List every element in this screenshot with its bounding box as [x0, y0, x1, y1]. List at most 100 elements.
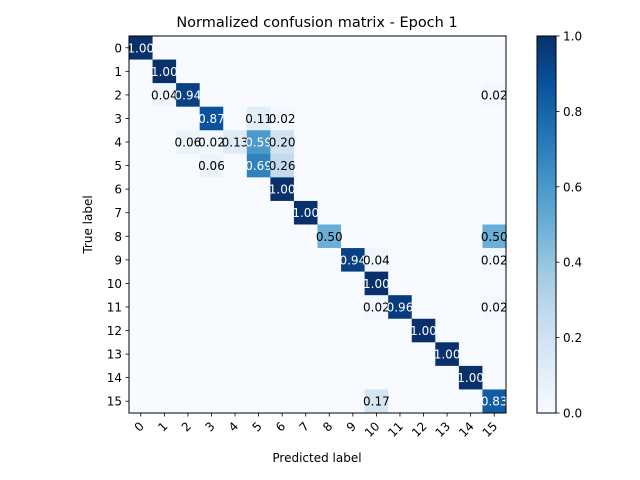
- heatmap-cell: [176, 83, 200, 107]
- heatmap-cell: [176, 177, 200, 202]
- heatmap-cell: [411, 365, 436, 390]
- heatmap-cell: [199, 295, 224, 320]
- heatmap-cell: [458, 153, 483, 178]
- heatmap-cell: [435, 130, 460, 155]
- heatmap-cell: [388, 59, 413, 84]
- heatmap-cell: [129, 36, 153, 60]
- heatmap-cell: [152, 271, 177, 296]
- heatmap-cell: [223, 295, 248, 320]
- cell-value-label: 0.26: [269, 159, 296, 173]
- heatmap-cell: [246, 224, 271, 249]
- heatmap-cell: [293, 83, 318, 107]
- heatmap-cell: [246, 342, 271, 367]
- heatmap-cell: [293, 365, 318, 390]
- y-tick-label: 7: [114, 206, 122, 220]
- heatmap-cell: [364, 224, 389, 249]
- cell-value-label: 0.02: [481, 88, 508, 102]
- heatmap-cell: [388, 365, 413, 390]
- heatmap-cell: [364, 153, 389, 178]
- heatmap-cell: [435, 342, 460, 367]
- heatmap-cell: [317, 342, 342, 367]
- cell-value-label: 0.50: [316, 230, 343, 244]
- heatmap-cell: [411, 83, 436, 107]
- heatmap-cell: [246, 36, 271, 60]
- heatmap-cell: [176, 365, 200, 390]
- heatmap-cell: [152, 106, 177, 131]
- heatmap-cell: [411, 106, 436, 131]
- heatmap-cell: [458, 36, 483, 60]
- cell-value-label: 1.00: [292, 206, 319, 220]
- cell-value-label: 0.17: [363, 395, 390, 409]
- heatmap-cell: [435, 248, 460, 272]
- heatmap-cell: [388, 177, 413, 202]
- cell-value-label: 0.87: [198, 112, 225, 126]
- heatmap-cell: [364, 83, 389, 107]
- heatmap-cell: [270, 389, 295, 414]
- heatmap-cell: [482, 59, 507, 84]
- heatmap-cell: [435, 365, 460, 390]
- heatmap-cell: [152, 153, 177, 178]
- heatmap-cell: [270, 130, 295, 155]
- heatmap-cell: [482, 153, 507, 178]
- x-tick-label: 10: [362, 419, 383, 440]
- cell-value-label: 0.20: [269, 136, 296, 150]
- heatmap-cell: [317, 130, 342, 155]
- heatmap-cell: [341, 224, 365, 249]
- heatmap-cell: [388, 200, 413, 225]
- heatmap-cell: [364, 130, 389, 155]
- heatmap-cell: [482, 106, 507, 131]
- heatmap-cell: [435, 106, 460, 131]
- heatmap-cell: [293, 59, 318, 84]
- heatmap-cell: [458, 295, 483, 320]
- heatmap-cell: [246, 130, 271, 155]
- heatmap-cell: [435, 389, 460, 414]
- heatmap-cell: [176, 318, 200, 343]
- heatmap-cell: [152, 130, 177, 155]
- cell-value-label: 0.96: [387, 300, 414, 314]
- heatmap-cell: [364, 106, 389, 131]
- x-tick-label: 4: [226, 419, 241, 434]
- x-tick-label: 14: [456, 419, 477, 440]
- heatmap-cell: [458, 318, 483, 343]
- heatmap-cell: [176, 342, 200, 367]
- heatmap-cell: [246, 177, 271, 202]
- x-tick-label: 12: [409, 419, 430, 440]
- heatmap-cell: [364, 342, 389, 367]
- cell-value-label: 0.13: [222, 136, 249, 150]
- heatmap-cell: [458, 248, 483, 272]
- cell-value-label: 0.06: [198, 159, 225, 173]
- heatmap-cell: [293, 130, 318, 155]
- heatmap-cell: [435, 36, 460, 60]
- heatmap-cell: [246, 106, 271, 131]
- heatmap-cell: [293, 177, 318, 202]
- heatmap-cell: [458, 224, 483, 249]
- heatmap-cell: [388, 248, 413, 272]
- heatmap-cell: [317, 106, 342, 131]
- heatmap-cell: [482, 295, 507, 320]
- heatmap-cell: [223, 342, 248, 367]
- y-tick-label: 3: [114, 112, 122, 126]
- heatmap-cell: [482, 271, 507, 296]
- y-tick-label: 5: [114, 159, 122, 173]
- heatmap-cell: [270, 342, 295, 367]
- cell-value-label: 1.00: [151, 65, 178, 79]
- colorbar-tick-label: 0.2: [563, 331, 582, 345]
- colorbar-tick-label: 1.0: [563, 30, 582, 44]
- heatmap-cell: [176, 389, 200, 414]
- heatmap-cell: [341, 130, 365, 155]
- heatmap-cell: [199, 83, 224, 107]
- heatmap-cell: [293, 271, 318, 296]
- heatmap-cell: [482, 365, 507, 390]
- heatmap-cell: [199, 177, 224, 202]
- heatmap-cell: [317, 389, 342, 414]
- heatmap-cell: [176, 271, 200, 296]
- heatmap-cell: [246, 248, 271, 272]
- heatmap-cell: [199, 342, 224, 367]
- x-tick-label: 9: [344, 419, 359, 434]
- y-tick-label: 10: [107, 277, 122, 291]
- colorbar-tick-label: 0.6: [563, 180, 582, 194]
- heatmap-cell: [317, 153, 342, 178]
- heatmap-cell: [199, 224, 224, 249]
- heatmap-cell: [388, 106, 413, 131]
- heatmap-cell: [458, 83, 483, 107]
